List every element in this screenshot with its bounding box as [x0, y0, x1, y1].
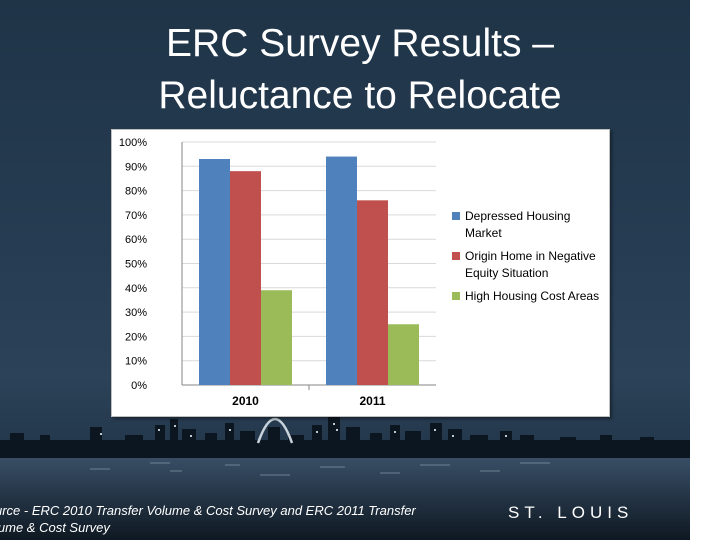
slide-title: ERC Survey Results – Reluctance to Reloc…: [40, 18, 680, 122]
y-tick-label: 0%: [131, 380, 147, 392]
legend-swatch: [452, 252, 460, 260]
legend-label: Depressed Housing: [465, 209, 570, 223]
legend-label: Equity Situation: [465, 266, 548, 280]
y-tick-label: 40%: [125, 283, 147, 295]
legend-label: Origin Home in Negative: [465, 249, 596, 263]
bar: [388, 324, 419, 385]
y-tick-label: 20%: [125, 331, 147, 343]
bar: [230, 171, 261, 385]
bar: [357, 200, 388, 385]
right-margin: [690, 0, 720, 540]
x-tick-label: 2010: [232, 394, 259, 408]
title-line-2: Reluctance to Relocate: [158, 74, 562, 117]
y-tick-label: 30%: [125, 307, 147, 319]
source-line-2: lume & Cost Survey: [0, 520, 110, 535]
slide-background: ERC Survey Results – Reluctance to Reloc…: [0, 0, 690, 540]
source-citation: urce - ERC 2010 Transfer Volume & Cost S…: [0, 502, 475, 536]
city-skyline: [0, 417, 690, 540]
bar-chart: 0% 10% 20% 30% 40% 50% 60% 70% 80% 90% 100% 2010 201…: [119, 137, 599, 408]
legend-swatch: [452, 212, 460, 220]
source-line-1: urce - ERC 2010 Transfer Volume & Cost S…: [0, 503, 416, 518]
x-tick-label: 2011: [359, 394, 385, 408]
legend-label: Market: [465, 226, 502, 240]
title-line-1: ERC Survey Results –: [166, 22, 554, 65]
bar: [261, 290, 292, 385]
legend-label: High Housing Cost Areas: [465, 289, 599, 303]
legend-swatch: [452, 292, 460, 300]
bar: [199, 159, 230, 385]
y-tick-label: 50%: [125, 259, 147, 271]
y-tick-label: 70%: [125, 210, 147, 222]
y-tick-label: 10%: [125, 356, 147, 368]
chart-panel: 0% 10% 20% 30% 40% 50% 60% 70% 80% 90% 100% 2010 201…: [111, 129, 610, 417]
st-louis-logo-text: ST. LOUIS: [508, 503, 634, 522]
y-tick-label: 60%: [125, 234, 147, 246]
y-tick-label: 80%: [125, 186, 147, 198]
y-tick-label: 90%: [125, 161, 147, 173]
bar: [326, 156, 357, 385]
y-tick-label: 100%: [119, 137, 147, 149]
